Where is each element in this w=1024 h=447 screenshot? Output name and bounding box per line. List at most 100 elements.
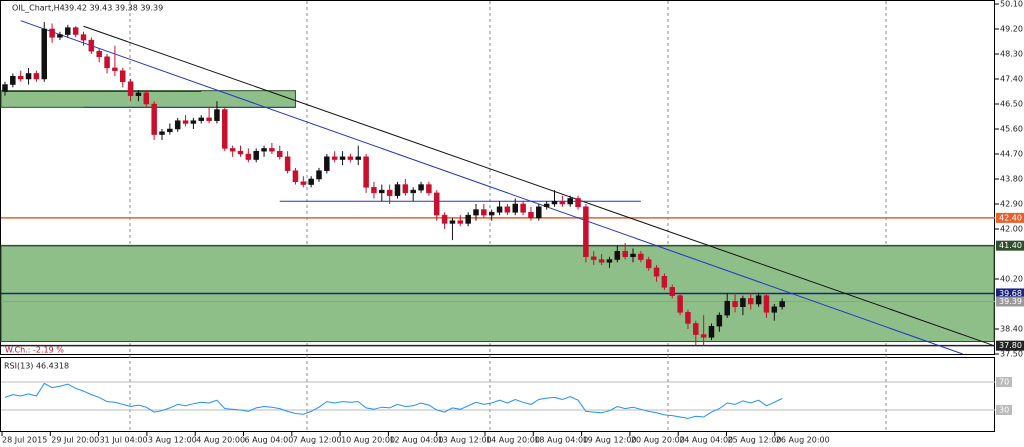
y-tick-label: 43.80 <box>1000 175 1023 184</box>
y-tick-label: 49.20 <box>1000 25 1023 34</box>
candle-body <box>724 300 730 316</box>
candle-body <box>33 73 40 80</box>
candle-body <box>638 253 644 260</box>
candle-body <box>473 209 479 216</box>
x-tick-label: 26 Aug 20:00 <box>776 436 830 445</box>
candle-body <box>2 84 8 92</box>
x-tick-label: 28 Jul 2015 <box>2 436 47 445</box>
candle-body <box>575 198 581 208</box>
candle-body <box>551 200 558 205</box>
candle-body <box>316 170 322 180</box>
candle-body <box>583 206 589 258</box>
candle-body <box>732 300 738 308</box>
candle-body <box>693 323 699 335</box>
candle-body <box>324 156 330 171</box>
candle-body <box>253 150 259 160</box>
candle-body <box>284 156 291 171</box>
candle-body <box>25 73 32 80</box>
candle-body <box>292 170 299 183</box>
candle-body <box>174 120 181 130</box>
chart-title: OIL_Chart,H4 <box>12 4 65 13</box>
candle-body <box>434 192 440 216</box>
y-tick-label: 38.40 <box>1000 325 1023 334</box>
x-tick-label: 20 Aug 20:00 <box>631 436 685 445</box>
candle-body <box>771 306 778 313</box>
y-tick-label: 46.50 <box>1000 100 1023 109</box>
candle-body <box>645 259 652 269</box>
candle-body <box>112 67 118 71</box>
candle-body <box>669 287 675 296</box>
candle-body <box>488 212 495 216</box>
candle-body <box>57 34 63 38</box>
candle-body <box>630 253 636 258</box>
candle-body <box>661 275 668 288</box>
y-tick-label: 42.90 <box>1000 200 1023 209</box>
candle-body <box>339 156 346 160</box>
candle-body <box>371 187 377 194</box>
candle-body <box>237 150 244 155</box>
candle-body <box>740 298 746 308</box>
y-tick-label: 42.00 <box>1000 225 1023 234</box>
candle-body <box>700 334 707 338</box>
x-tick-label: 31 Jul 04:00 <box>100 436 148 445</box>
candle-body <box>598 259 605 263</box>
candle-body <box>716 314 723 327</box>
candle-body <box>755 295 762 305</box>
x-tick-label: 14 Aug 20:00 <box>486 436 540 445</box>
candle-body <box>151 103 157 135</box>
candle-body <box>622 250 628 258</box>
candle-body <box>308 178 314 185</box>
candle-body <box>520 203 526 213</box>
x-tick-label: 10 Aug 20:00 <box>341 436 395 445</box>
rsi-tick-label: 70 <box>999 378 1009 387</box>
candle-body <box>748 298 754 305</box>
x-tick-label: 13 Aug 12:00 <box>438 436 492 445</box>
candle-body <box>331 156 338 160</box>
y-tick-label: 48.30 <box>1000 50 1023 59</box>
candle-body <box>120 70 126 83</box>
candle-body <box>677 295 683 313</box>
candle-body <box>410 189 416 194</box>
rsi-line <box>4 382 783 419</box>
candle-body <box>685 312 691 324</box>
x-tick-label: 25 Aug 12:00 <box>728 436 782 445</box>
candle-body <box>528 212 534 219</box>
level-label: 39.39 <box>999 297 1022 306</box>
candle-body <box>96 50 102 58</box>
level-label: 42.40 <box>999 213 1022 222</box>
trendline <box>20 20 963 355</box>
level-label: 41.40 <box>999 241 1022 250</box>
trendline <box>83 25 995 347</box>
level-tag <box>996 340 1024 351</box>
candle-body <box>363 156 369 188</box>
y-tick-label: 37.50 <box>1000 350 1023 359</box>
candle-body <box>512 203 518 213</box>
candle-body <box>88 39 95 52</box>
candle-body <box>167 128 173 133</box>
candle-body <box>72 27 79 35</box>
candle-body <box>65 27 71 35</box>
candle-body <box>222 109 228 149</box>
candle-body <box>269 148 275 152</box>
candle-body <box>426 184 432 194</box>
y-tick-label: 45.60 <box>1000 125 1023 134</box>
candle-body <box>17 75 24 80</box>
candle-body <box>543 203 550 208</box>
x-tick-label: 12 Aug 04:00 <box>389 436 443 445</box>
candle-body <box>567 198 573 205</box>
candle-body <box>614 250 621 260</box>
candle-body <box>198 117 204 121</box>
weekly-change: W.Ch.: -2.19 % <box>5 346 64 355</box>
candle-body <box>143 92 150 105</box>
candle-body <box>80 34 87 41</box>
y-tick-label: 44.70 <box>1000 150 1023 159</box>
candle-body <box>135 92 142 96</box>
y-tick-label: 47.40 <box>1000 75 1023 84</box>
main-frame <box>0 0 995 355</box>
candle-body <box>245 153 252 160</box>
candle-body <box>591 256 597 260</box>
candle-body <box>481 209 487 216</box>
candle-body <box>229 148 236 152</box>
